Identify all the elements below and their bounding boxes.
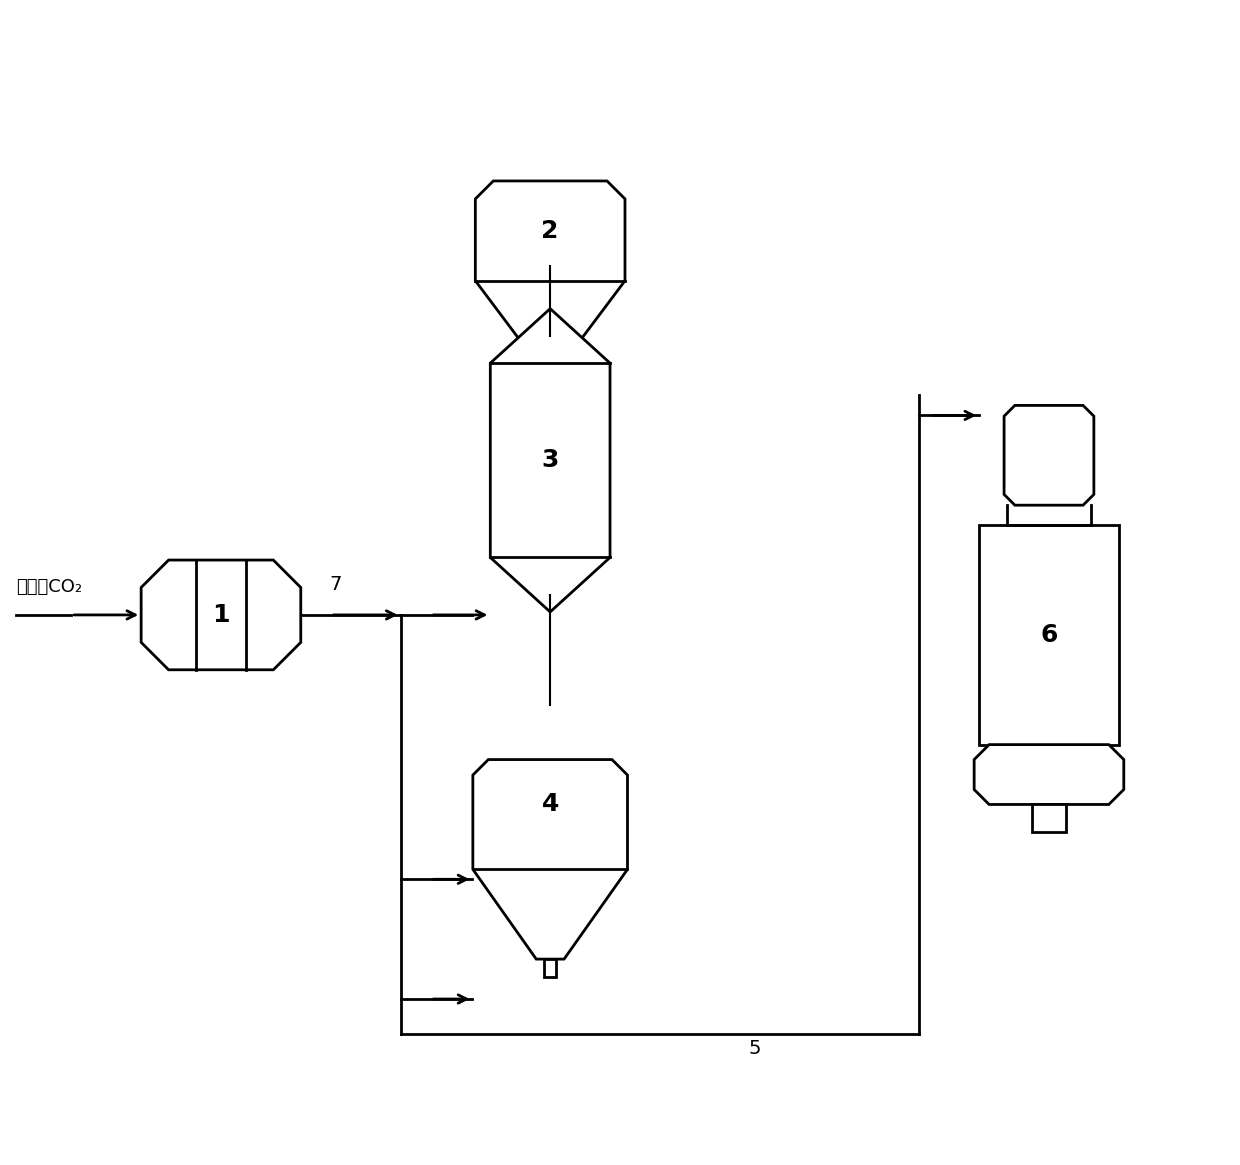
Text: 7: 7 (330, 576, 342, 594)
Text: 3: 3 (542, 449, 559, 472)
Bar (980, 525, 1118, 744)
Text: 2: 2 (542, 219, 559, 242)
Polygon shape (544, 959, 557, 977)
Text: 1: 1 (212, 603, 229, 627)
Polygon shape (975, 744, 1123, 805)
Polygon shape (475, 181, 625, 366)
Polygon shape (141, 560, 301, 670)
Polygon shape (490, 309, 610, 612)
Polygon shape (1004, 405, 1094, 506)
Text: 超临界CO₂: 超临界CO₂ (16, 578, 83, 596)
Text: 6: 6 (1040, 623, 1058, 647)
Text: 5: 5 (749, 1039, 761, 1058)
Text: 4: 4 (542, 792, 559, 817)
Polygon shape (1032, 805, 1066, 833)
Polygon shape (472, 760, 627, 959)
